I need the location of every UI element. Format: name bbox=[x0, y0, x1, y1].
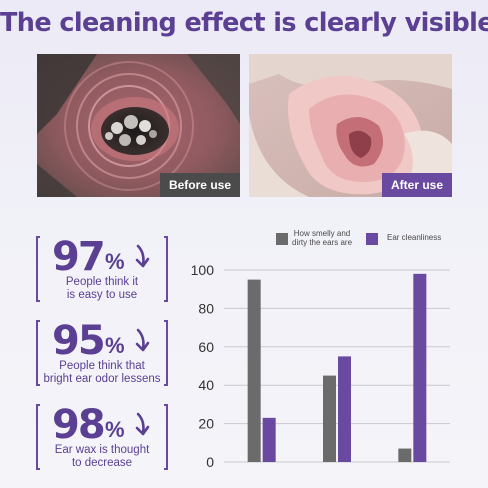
y-tick-label: 80 bbox=[198, 300, 214, 316]
bracket-right bbox=[164, 320, 168, 386]
y-tick-label: 40 bbox=[198, 377, 214, 393]
stat-caption: People think it is easy to use bbox=[40, 276, 164, 301]
caption-line: People think it bbox=[65, 276, 139, 288]
stat-unit: % bbox=[105, 417, 125, 442]
after-photo: After use bbox=[249, 54, 452, 197]
stat-value: 97 bbox=[52, 234, 106, 280]
down-arrow-icon bbox=[135, 412, 150, 436]
y-tick-label: 0 bbox=[206, 454, 214, 470]
before-photo: Before use bbox=[37, 54, 240, 197]
caption-line: is easy to use bbox=[66, 288, 138, 301]
legend-swatch bbox=[276, 233, 288, 245]
before-use-label: Before use bbox=[159, 173, 240, 197]
headline: The cleaning effect is clearly visible bbox=[0, 8, 488, 38]
y-tick-label: 60 bbox=[198, 339, 214, 355]
bracket-left bbox=[36, 320, 40, 386]
down-arrow-icon bbox=[135, 328, 150, 352]
legend-line: dirty the ears are bbox=[292, 237, 353, 247]
stat-caption: People think that bright ear odor lessen… bbox=[40, 360, 164, 385]
legend-item-cleanliness: Ear cleanliness bbox=[366, 230, 456, 250]
caption-line: Ear wax is thought bbox=[54, 444, 150, 456]
legend-item-smelly: How smelly and dirty the ears are bbox=[276, 229, 366, 250]
bracket-right bbox=[164, 236, 168, 302]
y-tick-label: 100 bbox=[191, 262, 215, 278]
after-use-label: After use bbox=[381, 173, 452, 197]
y-tick-label: 20 bbox=[198, 416, 214, 432]
legend-label: Ear cleanliness bbox=[387, 233, 442, 242]
caption-line: to decrease bbox=[71, 456, 133, 469]
bar bbox=[262, 417, 276, 462]
stat-value: 98 bbox=[52, 402, 106, 448]
bracket-right bbox=[164, 404, 168, 470]
bar bbox=[323, 375, 336, 462]
down-arrow-icon bbox=[135, 244, 150, 268]
stat-easy-to-use: 97 % People think it is easy to use bbox=[36, 234, 168, 302]
bracket-left bbox=[36, 404, 40, 470]
caption-line: People think that bbox=[59, 360, 145, 372]
legend-label: How smelly and dirty the ears are bbox=[292, 229, 353, 247]
legend-swatch bbox=[366, 233, 378, 245]
stat-ear-wax-decrease: 98 % Ear wax is thought to decrease bbox=[36, 402, 168, 470]
stat-unit: % bbox=[105, 249, 125, 274]
stat-value: 95 bbox=[52, 318, 106, 364]
bar bbox=[338, 356, 351, 462]
bar bbox=[413, 273, 427, 462]
stat-unit: % bbox=[105, 333, 125, 358]
bar-chart: 0 20 40 60 80 100 bbox=[191, 262, 450, 470]
caption-line: bright ear odor lessens bbox=[43, 372, 161, 385]
legend-line: How smelly and bbox=[293, 229, 351, 238]
bar bbox=[398, 448, 412, 462]
stat-caption: Ear wax is thought to decrease bbox=[40, 444, 164, 469]
before-ear-image bbox=[37, 54, 240, 197]
bar bbox=[247, 279, 261, 462]
stat-odor-lessens: 95 % People think that bright ear odor l… bbox=[36, 318, 168, 386]
bracket-left bbox=[36, 236, 40, 302]
